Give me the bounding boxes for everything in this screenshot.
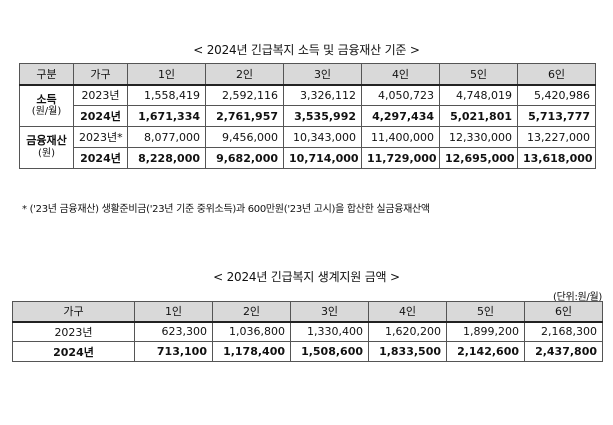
header-6-person: 6인 [524, 301, 603, 322]
financial-asset-group-cell: 금융재산 (원) [19, 126, 74, 169]
value-cell: 3,535,992 [283, 105, 362, 127]
income-unit-label: (원/월) [31, 106, 62, 118]
value-cell: 8,077,000 [127, 126, 206, 148]
livelihood-support-table-title: < 2024년 긴급복지 생계지원 금액 > [213, 270, 400, 284]
value-cell: 9,682,000 [205, 147, 284, 169]
value-cell: 12,695,000 [439, 147, 518, 169]
table-row: 2024년 713,100 1,178,400 1,508,600 1,833,… [12, 341, 603, 362]
value-cell: 10,714,000 [283, 147, 362, 169]
value-cell: 1,330,400 [290, 320, 369, 342]
value-cell: 623,300 [134, 320, 213, 342]
value-cell: 13,618,000 [517, 147, 596, 169]
table-header-row: 구분 가구 1인 2인 3인 4인 5인 6인 [19, 63, 596, 85]
financial-asset-unit-label: (원) [37, 148, 55, 160]
value-cell: 11,400,000 [361, 126, 440, 148]
header-4-person: 4인 [368, 301, 447, 322]
value-cell: 9,456,000 [205, 126, 284, 148]
year-cell: 2024년 [12, 341, 135, 362]
value-cell: 2,168,300 [524, 320, 603, 342]
header-3-person: 3인 [283, 63, 362, 85]
year-cell: 2023년 [73, 83, 128, 106]
value-cell: 1,508,600 [290, 341, 369, 362]
table-row: 2024년 1,671,334 2,761,957 3,535,992 4,29… [20, 105, 596, 127]
value-cell: 3,326,112 [283, 83, 362, 106]
income-asset-criteria-table: 구분 가구 1인 2인 3인 4인 5인 6인 소득 (원/월) 2023년 1… [19, 63, 596, 169]
value-cell: 2,761,957 [205, 105, 284, 127]
table-header-row: 가구 1인 2인 3인 4인 5인 6인 [12, 301, 603, 322]
value-cell: 1,833,500 [368, 341, 447, 362]
year-cell: 2024년 [73, 105, 128, 127]
value-cell: 8,228,000 [127, 147, 206, 169]
value-cell: 2,437,800 [524, 341, 603, 362]
income-label: 소득 [36, 92, 57, 106]
header-household: 가구 [73, 63, 128, 85]
header-4-person: 4인 [361, 63, 440, 85]
year-cell: 2023년* [73, 126, 128, 148]
year-cell: 2024년 [73, 147, 128, 169]
header-5-person: 5인 [439, 63, 518, 85]
value-cell: 4,050,723 [361, 83, 440, 106]
value-cell: 5,021,801 [439, 105, 518, 127]
value-cell: 1,620,200 [368, 320, 447, 342]
value-cell: 13,227,000 [517, 126, 596, 148]
unit-label: (단위:원/월) [553, 292, 602, 303]
livelihood-support-table: 가구 1인 2인 3인 4인 5인 6인 2023년 623,300 1,036… [12, 301, 603, 362]
header-2-person: 2인 [212, 301, 291, 322]
year-cell: 2023년 [12, 320, 135, 342]
header-household: 가구 [12, 301, 135, 322]
table-row: 금융재산 (원) 2023년* 8,077,000 9,456,000 10,3… [19, 126, 596, 169]
value-cell: 5,420,986 [517, 83, 596, 106]
table-row: 2023년 623,300 1,036,800 1,330,400 1,620,… [12, 320, 603, 342]
header-1-person: 1인 [127, 63, 206, 85]
header-category: 구분 [19, 63, 74, 85]
value-cell: 4,297,434 [361, 105, 440, 127]
table-row: 소득 (원/월) 2023년 1,558,419 2,592,116 3,326… [19, 83, 596, 127]
value-cell: 1,558,419 [127, 83, 206, 106]
financial-asset-label: 금융재산 [26, 134, 67, 148]
value-cell: 2,592,116 [205, 83, 284, 106]
header-6-person: 6인 [517, 63, 596, 85]
value-cell: 713,100 [134, 341, 213, 362]
header-1-person: 1인 [134, 301, 213, 322]
value-cell: 1,671,334 [127, 105, 206, 127]
value-cell: 11,729,000 [361, 147, 440, 169]
value-cell: 5,713,777 [517, 105, 596, 127]
value-cell: 1,899,200 [446, 320, 525, 342]
income-asset-table-title: < 2024년 긴급복지 소득 및 금융재산 기준 > [193, 43, 420, 57]
value-cell: 2,142,600 [446, 341, 525, 362]
value-cell: 10,343,000 [283, 126, 362, 148]
value-cell: 1,036,800 [212, 320, 291, 342]
footnote: * ('23년 금융재산) 생활준비금('23년 기준 중위소득)과 600만원… [22, 204, 430, 215]
income-group-cell: 소득 (원/월) [19, 83, 74, 127]
value-cell: 4,748,019 [439, 83, 518, 106]
value-cell: 12,330,000 [439, 126, 518, 148]
table-row: 2024년 8,228,000 9,682,000 10,714,000 11,… [20, 147, 596, 169]
header-2-person: 2인 [205, 63, 284, 85]
value-cell: 1,178,400 [212, 341, 291, 362]
header-3-person: 3인 [290, 301, 369, 322]
header-5-person: 5인 [446, 301, 525, 322]
